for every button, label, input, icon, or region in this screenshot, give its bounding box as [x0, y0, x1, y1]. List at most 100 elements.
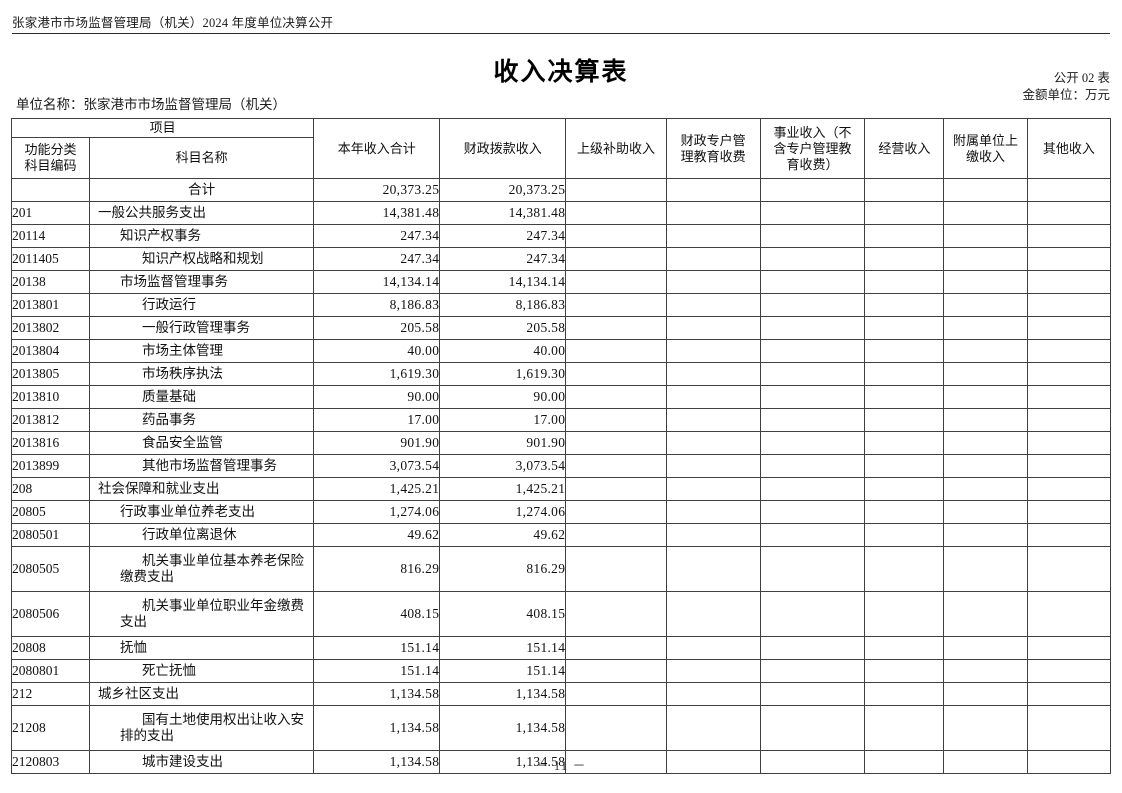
cell-total-income: 247.34	[313, 224, 441, 248]
table-row: 2080505 机关事业单位基本养老保险缴费支出 816.29 816.29	[11, 546, 1112, 592]
table-row: 2013899 其他市场监督管理事务 3,073.54 3,073.54	[11, 454, 1112, 478]
cell-superior-subsidy	[565, 224, 667, 248]
subject-name-text: 国有土地使用权出让收入安排的支出	[119, 712, 304, 743]
cell-fiscal-appropriation: 151.14	[439, 659, 567, 683]
cell-operating-income	[864, 178, 945, 202]
cell-other-income	[1026, 431, 1112, 455]
cell-business-income	[759, 224, 866, 248]
cell-business-income	[759, 247, 866, 271]
form-number: 公开 02 表	[1053, 71, 1110, 85]
cell-total-income: 40.00	[313, 339, 441, 363]
cell-business-income	[759, 339, 866, 363]
cell-special-account-education-fee	[665, 362, 761, 386]
cell-subordinate-remittance	[943, 477, 1028, 501]
header-special-account-education-fee: 财政专户管 理教育收费	[665, 118, 761, 179]
cell-superior-subsidy	[565, 705, 667, 751]
cell-operating-income	[864, 270, 945, 294]
cell-subordinate-remittance	[943, 659, 1028, 683]
cell-function-code: 20114	[11, 224, 90, 248]
table-row: 20138 市场监督管理事务 14,134.14 14,134.14	[11, 270, 1112, 294]
subject-name-text: 市场秩序执法	[141, 366, 223, 381]
cell-subordinate-remittance	[943, 682, 1028, 706]
cell-subordinate-remittance	[943, 408, 1028, 432]
cell-operating-income	[864, 201, 945, 225]
cell-function-code: 2080506	[11, 591, 90, 637]
cell-business-income	[759, 591, 866, 637]
cell-other-income	[1026, 316, 1112, 340]
cell-function-code: 20138	[11, 270, 90, 294]
cell-subject-name: 城市建设支出	[88, 750, 315, 774]
cell-special-account-education-fee	[665, 682, 761, 706]
cell-subordinate-remittance	[943, 546, 1028, 592]
cell-special-account-education-fee	[665, 247, 761, 271]
cell-total-income: 1,274.06	[313, 500, 441, 524]
subject-name-text: 知识产权事务	[119, 228, 201, 243]
table-row: 2013805 市场秩序执法 1,619.30 1,619.30	[11, 362, 1112, 386]
cell-function-code: 2013801	[11, 293, 90, 317]
amount-unit: 金额单位：万元	[1022, 88, 1110, 102]
cell-special-account-education-fee	[665, 546, 761, 592]
cell-special-account-education-fee	[665, 523, 761, 547]
cell-business-income	[759, 636, 866, 660]
cell-superior-subsidy	[565, 500, 667, 524]
cell-total-income: 151.14	[313, 636, 441, 660]
cell-business-income	[759, 316, 866, 340]
table-row: 2080801 死亡抚恤 151.14 151.14	[11, 659, 1112, 683]
header-subordinate-remittance: 附属单位上 缴收入	[943, 118, 1028, 179]
cell-fiscal-appropriation: 1,134.58	[439, 750, 567, 774]
cell-function-code: 208	[11, 477, 90, 501]
cell-subject-name: 市场秩序执法	[88, 362, 315, 386]
cell-fiscal-appropriation: 151.14	[439, 636, 567, 660]
cell-fiscal-appropriation: 1,134.58	[439, 682, 567, 706]
subject-name-text: 机关事业单位基本养老保险缴费支出	[119, 553, 304, 584]
cell-business-income	[759, 705, 866, 751]
cell-total-income: 901.90	[313, 431, 441, 455]
header-fiscal-appropriation: 财政拨款收入	[439, 118, 567, 179]
cell-subordinate-remittance	[943, 247, 1028, 271]
cell-function-code: 20805	[11, 500, 90, 524]
cell-business-income	[759, 659, 866, 683]
cell-superior-subsidy	[565, 408, 667, 432]
cell-other-income	[1026, 705, 1112, 751]
cell-function-code	[11, 178, 90, 202]
subject-name-text: 一般公共服务支出	[97, 205, 206, 220]
cell-fiscal-appropriation: 3,073.54	[439, 454, 567, 478]
cell-other-income	[1026, 178, 1112, 202]
table-row: 208 社会保障和就业支出 1,425.21 1,425.21	[11, 477, 1112, 501]
cell-subject-name: 一般行政管理事务	[88, 316, 315, 340]
cell-special-account-education-fee	[665, 636, 761, 660]
header-function-code-line2: 科目编码	[24, 158, 77, 173]
table-row: 合计 20,373.25 20,373.25	[11, 178, 1112, 202]
cell-subject-name: 市场监督管理事务	[88, 270, 315, 294]
cell-subject-name: 合计	[88, 178, 315, 202]
cell-superior-subsidy	[565, 591, 667, 637]
cell-fiscal-appropriation: 14,381.48	[439, 201, 567, 225]
cell-special-account-education-fee	[665, 477, 761, 501]
cell-function-code: 2013810	[11, 385, 90, 409]
cell-other-income	[1026, 247, 1112, 271]
cell-other-income	[1026, 500, 1112, 524]
cell-fiscal-appropriation: 17.00	[439, 408, 567, 432]
cell-total-income: 14,381.48	[313, 201, 441, 225]
cell-subordinate-remittance	[943, 339, 1028, 363]
cell-superior-subsidy	[565, 546, 667, 592]
cell-special-account-education-fee	[665, 293, 761, 317]
cell-other-income	[1026, 546, 1112, 592]
cell-function-code: 2013804	[11, 339, 90, 363]
cell-special-account-education-fee	[665, 316, 761, 340]
cell-subject-name: 药品事务	[88, 408, 315, 432]
cell-other-income	[1026, 659, 1112, 683]
cell-subject-name: 机关事业单位基本养老保险缴费支出	[88, 546, 315, 592]
table-row: 20114 知识产权事务 247.34 247.34	[11, 224, 1112, 248]
cell-fiscal-appropriation: 90.00	[439, 385, 567, 409]
cell-superior-subsidy	[565, 339, 667, 363]
header-subordinate-line1: 附属单位上	[952, 132, 1018, 148]
cell-function-code: 2011405	[11, 247, 90, 271]
cell-fiscal-appropriation: 1,134.58	[439, 705, 567, 751]
cell-special-account-education-fee	[665, 705, 761, 751]
cell-subject-name: 一般公共服务支出	[88, 201, 315, 225]
cell-special-account-education-fee	[665, 454, 761, 478]
cell-superior-subsidy	[565, 454, 667, 478]
table-row: 2011405 知识产权战略和规划 247.34 247.34	[11, 247, 1112, 271]
cell-subordinate-remittance	[943, 500, 1028, 524]
